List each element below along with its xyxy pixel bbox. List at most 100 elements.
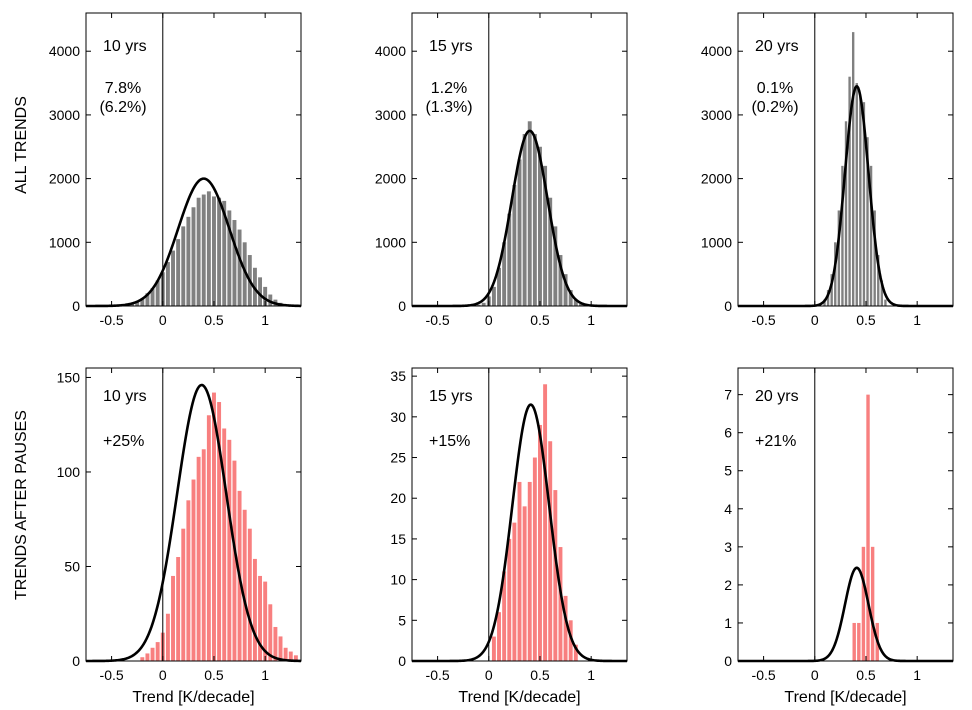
y-tick-label: 4 (724, 501, 732, 517)
y-tick-label: 1000 (701, 234, 732, 250)
axes-frame (411, 367, 628, 662)
x-tick-label: 1 (261, 667, 269, 683)
histogram-bar (527, 481, 532, 661)
histogram-bar (165, 613, 170, 661)
y-tick-label: 6 (724, 425, 732, 441)
histogram-bar (191, 479, 196, 661)
histogram-bar (870, 546, 875, 661)
histogram-bar (857, 622, 861, 661)
histogram-bar (176, 557, 181, 661)
y-tick-label: 0 (724, 298, 732, 314)
histogram-bar (145, 653, 150, 661)
histogram-bar (201, 449, 206, 661)
histogram-bar (573, 644, 578, 661)
histogram-bar (481, 302, 486, 306)
histogram-bar (538, 424, 542, 661)
histogram-bar (217, 197, 222, 306)
x-tick-label: 0 (159, 312, 167, 328)
x-tick-label: -0.5 (752, 312, 776, 328)
y-tick-label: 150 (57, 369, 81, 385)
histogram-bar (206, 415, 211, 661)
histogram-bar (837, 210, 841, 306)
histogram-bar (150, 288, 155, 306)
histogram-bar (186, 500, 191, 661)
histogram-bar (830, 274, 833, 306)
y-tick-label: 35 (390, 368, 406, 384)
histogram-bar (862, 102, 866, 306)
histogram-bar (288, 651, 293, 661)
histogram-bar (242, 242, 247, 306)
histogram-bar (522, 134, 527, 306)
x-tick-label: 0.5 (204, 312, 224, 328)
y-tick-label: 2000 (375, 171, 406, 187)
histogram-bar (227, 439, 232, 661)
histogram-bar (866, 137, 869, 306)
histogram-bar (527, 121, 532, 306)
histogram-bar (217, 402, 222, 661)
histogram-bar (155, 642, 160, 661)
y-tick-label: 0 (398, 298, 406, 314)
y-tick-label: 1000 (375, 234, 406, 250)
histogram-bar (196, 197, 201, 306)
axes-frame (737, 12, 954, 307)
x-tick-label: 1 (587, 667, 595, 683)
panel-all-10yrs: -0.5 0 0.5 1 0 1000 2000 3000 4000 10 yrs 7.8% (6.2… (49, 12, 302, 328)
histogram-bar (517, 159, 522, 306)
histogram-bar (181, 528, 186, 661)
row-label-trends-after-pauses: TRENDS AFTER PAUSES (13, 410, 30, 600)
x-tick-label: 0 (485, 312, 493, 328)
histogram-bar (512, 522, 517, 661)
histogram-bar (859, 95, 862, 306)
x-tick-label: -0.5 (752, 667, 776, 683)
y-tick-label: 10 (390, 572, 406, 588)
histogram-bar (512, 184, 517, 306)
x-tick-label: 0 (485, 667, 493, 683)
histogram-bar (232, 220, 237, 306)
histogram-bar (507, 538, 512, 661)
histogram-bar (150, 647, 155, 661)
histogram-bar (578, 304, 583, 306)
y-tick-label: 2 (724, 577, 732, 593)
x-tick-label: -0.5 (426, 312, 450, 328)
x-tick-label: 1 (261, 312, 269, 328)
fit-curve (85, 177, 302, 308)
histogram-bar (186, 216, 191, 306)
histogram-bar (247, 528, 252, 661)
panel-all-15yrs: -0.5 0 0.5 1 0 1000 2000 3000 4000 15 yrs 1.2% (1.3… (375, 12, 628, 328)
histogram-bar (145, 293, 150, 306)
x-tick-label: -0.5 (100, 667, 124, 683)
histogram-bar (491, 636, 496, 661)
panel-annotation: +15% (429, 433, 470, 450)
y-tick-label: 4000 (701, 43, 732, 59)
x-axis-label: Trend [K/decade] (784, 689, 906, 706)
y-tick-label: 50 (64, 558, 80, 574)
y-tick-label: 0 (72, 298, 80, 314)
axes-frame (737, 367, 954, 662)
x-tick-label: 1 (913, 312, 921, 328)
panel-annotation: 15 yrs (429, 38, 473, 55)
histogram-bar (517, 481, 522, 661)
histogram-bar (543, 165, 548, 306)
histogram-bar (278, 636, 283, 661)
histogram-bar (191, 207, 196, 306)
y-tick-label: 3 (724, 539, 732, 555)
fit-curve (737, 566, 954, 663)
histogram-bar (522, 506, 527, 661)
panel-annotation: +21% (755, 433, 796, 450)
row-label-all-trends: ALL TRENDS (13, 96, 30, 194)
y-tick-label: 15 (390, 531, 406, 547)
histogram-bar (497, 612, 501, 661)
histogram-bar (563, 274, 568, 306)
histogram-bar (155, 280, 160, 306)
y-tick-label: 2000 (701, 171, 732, 187)
histogram-bar (263, 581, 268, 661)
x-tick-label: 0.5 (856, 312, 876, 328)
panel-annotation: 20 yrs (755, 388, 799, 405)
histogram-bar (502, 571, 507, 661)
y-tick-label: 1000 (49, 234, 80, 250)
histogram-bar (263, 286, 268, 306)
panel-annotation: (1.3%) (425, 99, 472, 116)
x-tick-label: 0 (159, 667, 167, 683)
histogram-bar (558, 255, 563, 306)
